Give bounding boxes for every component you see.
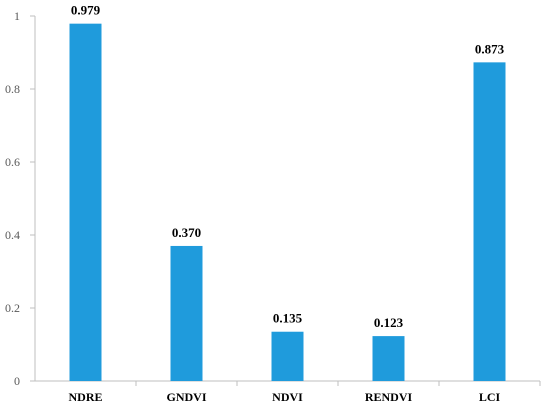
data-label: 0.123 xyxy=(374,315,404,330)
data-label: 0.979 xyxy=(71,3,101,18)
category-label: NDVI xyxy=(272,390,303,404)
axes xyxy=(34,16,541,386)
y-tick-label: 0 xyxy=(14,374,20,388)
bar-gndvi xyxy=(170,245,203,381)
bar-ndre xyxy=(69,23,102,381)
category-labels: NDRE GNDVI NDVI RENDVI LCI xyxy=(68,390,500,404)
data-label: 0.873 xyxy=(475,41,505,56)
category-label: GNDVI xyxy=(166,390,206,404)
y-tick-label: 0.8 xyxy=(5,82,20,96)
bars xyxy=(69,23,506,381)
bar-ndvi xyxy=(271,331,304,381)
y-tick-label: 1 xyxy=(14,9,20,23)
y-tick-labels: 0 0.2 0.4 0.6 0.8 1 xyxy=(5,9,35,388)
bar-rendvi xyxy=(372,336,405,381)
category-label: NDRE xyxy=(68,390,102,404)
data-label: 0.370 xyxy=(172,225,201,240)
y-tick-label: 0.4 xyxy=(5,228,20,242)
data-label: 0.135 xyxy=(273,311,303,326)
data-labels: 0.979 0.370 0.135 0.123 0.873 xyxy=(71,3,505,330)
category-label: RENDVI xyxy=(365,390,413,404)
y-tick-label: 0.2 xyxy=(5,301,20,315)
category-label: LCI xyxy=(479,390,501,404)
y-tick-label: 0.6 xyxy=(5,155,20,169)
bar-lci xyxy=(473,62,506,381)
